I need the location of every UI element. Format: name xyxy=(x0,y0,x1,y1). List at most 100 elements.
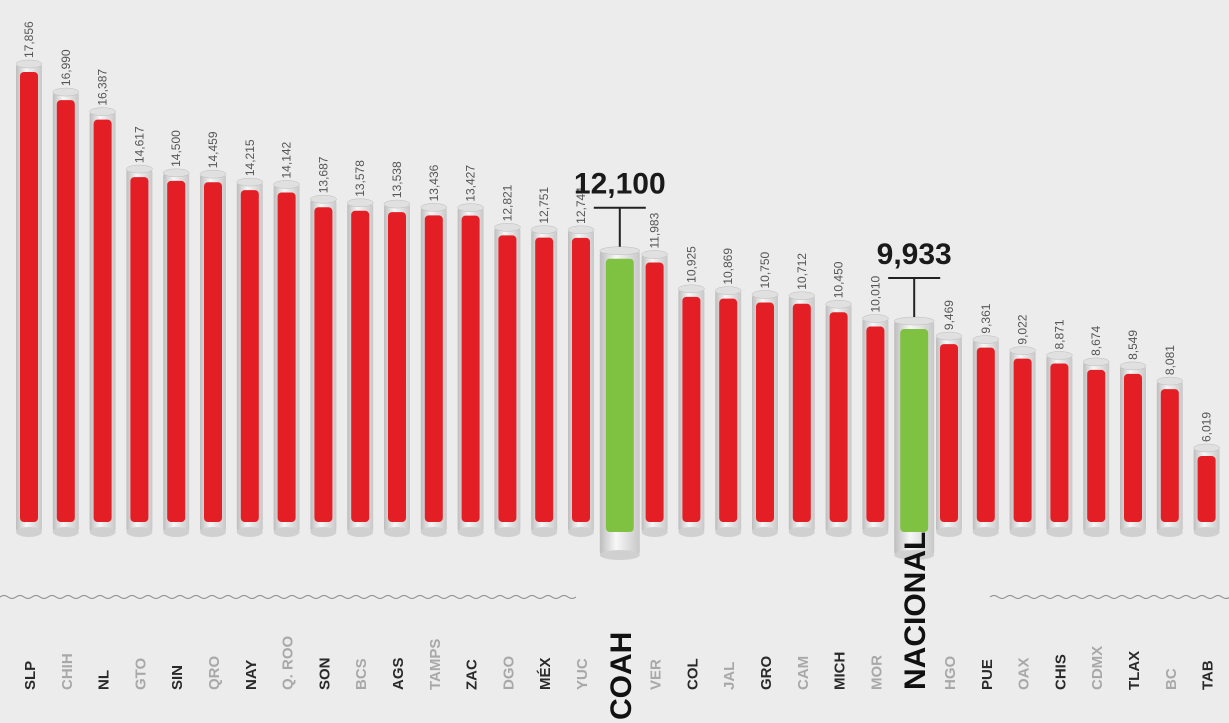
tube-base xyxy=(972,527,999,537)
bar xyxy=(388,212,406,522)
category-label: QRO xyxy=(206,656,223,691)
value-label: 14,459 xyxy=(206,131,220,168)
category-label: PUE xyxy=(979,659,996,690)
value-label: 10,925 xyxy=(684,246,698,283)
category-label: MOR xyxy=(868,655,885,690)
tube-base xyxy=(310,527,337,537)
bar xyxy=(1013,358,1032,522)
value-label: 14,617 xyxy=(132,126,146,163)
tube-cap xyxy=(494,223,521,232)
tube-cap xyxy=(893,316,935,326)
tube-cap xyxy=(15,59,43,69)
tube-cap xyxy=(457,203,484,212)
bar xyxy=(682,296,701,522)
tube-base xyxy=(599,550,640,560)
category-label: GRO xyxy=(758,656,775,691)
tube-base xyxy=(16,527,42,537)
tube-base xyxy=(163,527,190,537)
bar xyxy=(130,177,149,523)
category-label: OAX xyxy=(1016,657,1033,690)
tube-cap xyxy=(1193,443,1220,453)
bar xyxy=(605,258,634,532)
value-label: 8,674 xyxy=(1089,326,1103,356)
tube-base xyxy=(752,527,778,537)
value-label: 13,436 xyxy=(427,164,441,201)
category-label: CDMX xyxy=(1089,646,1106,690)
category-label: SIN xyxy=(169,665,186,690)
tube-cap xyxy=(1119,361,1147,371)
tube-base xyxy=(126,527,153,537)
tube-cap xyxy=(310,194,337,204)
bar xyxy=(204,182,222,522)
category-label: NACIONAL xyxy=(899,532,932,690)
tube-base xyxy=(1083,527,1110,537)
value-label: 16,990 xyxy=(59,49,73,86)
tube-cap xyxy=(52,87,80,97)
tube-cap xyxy=(236,177,264,187)
value-label: 13,578 xyxy=(353,160,367,197)
tube-cap xyxy=(751,290,779,299)
tube-base xyxy=(641,527,668,537)
wavy-divider xyxy=(989,595,1229,599)
tube-base xyxy=(89,527,116,537)
bar xyxy=(940,344,958,522)
category-label: CAM xyxy=(795,656,812,690)
value-label: 12,821 xyxy=(500,184,514,221)
value-label: 9,469 xyxy=(942,300,956,330)
tube-cap xyxy=(1156,376,1184,386)
value-label: 10,750 xyxy=(758,251,772,288)
bar xyxy=(900,329,929,532)
tube-cap xyxy=(714,286,742,295)
tube-cap xyxy=(530,225,558,234)
tube-base xyxy=(420,527,447,537)
value-label: 11,983 xyxy=(648,212,662,248)
tube-base xyxy=(384,527,410,537)
value-label: 9,361 xyxy=(979,303,993,333)
bar xyxy=(756,302,774,522)
category-label: CHIH xyxy=(59,653,76,690)
value-label: 10,010 xyxy=(868,276,882,313)
tube-base xyxy=(273,527,300,537)
bar xyxy=(976,347,995,522)
tube-cap xyxy=(641,250,668,259)
tube-base xyxy=(936,527,962,537)
tube-cap xyxy=(420,203,448,212)
tube-cap xyxy=(678,284,705,294)
bar xyxy=(719,298,738,522)
value-label: 9,933 xyxy=(877,238,952,271)
category-label: NL xyxy=(96,670,113,690)
category-label: NAY xyxy=(243,660,260,690)
category-label: SLP xyxy=(22,661,39,690)
category-label: BC xyxy=(1163,668,1180,690)
tube-cap xyxy=(1082,357,1110,367)
value-label: 13,687 xyxy=(316,156,330,193)
tube-base xyxy=(1120,527,1146,537)
bar xyxy=(424,215,443,522)
value-label: 8,081 xyxy=(1163,345,1177,375)
tube-cap xyxy=(346,198,374,208)
tube-cap xyxy=(162,168,190,178)
value-label: 6,019 xyxy=(1200,412,1214,442)
bar xyxy=(792,303,811,522)
bar xyxy=(20,72,38,522)
tube-base xyxy=(531,527,558,537)
bar xyxy=(866,326,885,522)
category-label: GTO xyxy=(132,657,149,690)
value-label: 10,869 xyxy=(721,248,735,285)
bar xyxy=(461,215,480,523)
bar xyxy=(572,237,590,522)
tube-base xyxy=(825,527,852,537)
value-label: 12,751 xyxy=(537,187,551,224)
category-label: DGO xyxy=(500,656,517,691)
tube-cap xyxy=(1046,351,1073,360)
category-label: CHIS xyxy=(1052,654,1069,690)
bar xyxy=(1197,456,1216,522)
value-label: 8,871 xyxy=(1052,319,1066,349)
tube-base xyxy=(568,527,594,537)
value-label: 12,100 xyxy=(574,168,666,201)
category-label: YUC xyxy=(574,658,591,690)
bar xyxy=(1050,363,1069,522)
category-label: JAL xyxy=(721,662,738,690)
category-label: TLAX xyxy=(1126,651,1143,690)
